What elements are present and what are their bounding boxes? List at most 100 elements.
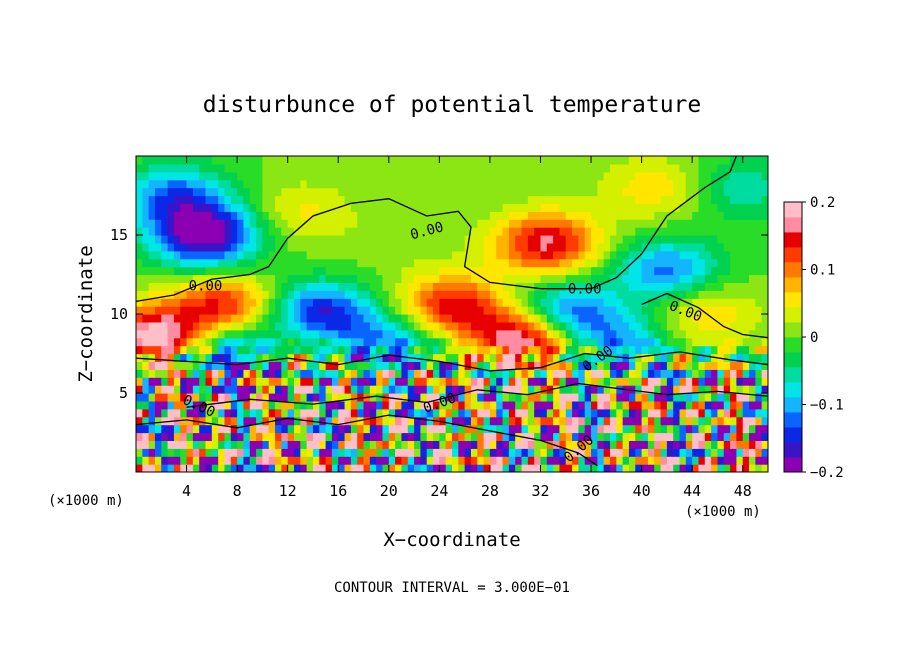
field-cell: [565, 282, 573, 291]
field-cell: [641, 400, 649, 410]
field-cell: [363, 227, 371, 236]
field-cell: [679, 187, 687, 197]
field-cell: [376, 227, 384, 236]
field-cell: [287, 203, 295, 212]
field-cell: [414, 211, 421, 220]
field-cell: [527, 282, 535, 291]
field-cell: [711, 456, 719, 465]
field-cell: [173, 171, 181, 181]
field-cell: [192, 274, 200, 283]
field-cell: [572, 306, 579, 315]
field-cell: [287, 266, 295, 276]
field-cell: [262, 219, 270, 228]
field-cell: [711, 282, 719, 291]
field-cell: [527, 179, 535, 189]
field-cell: [142, 266, 150, 276]
field-cell: [749, 242, 756, 252]
field-cell: [540, 156, 548, 165]
field-cell: [635, 369, 643, 378]
field-cell: [527, 211, 535, 220]
field-cell: [578, 345, 586, 355]
field-cell: [294, 250, 301, 260]
field-cell: [382, 171, 390, 181]
field-cell: [534, 377, 542, 386]
field-cell: [205, 400, 213, 410]
field-cell: [635, 227, 643, 236]
field-cell: [249, 171, 257, 181]
field-cell: [294, 377, 301, 386]
field-cell: [275, 211, 282, 220]
field-cell: [199, 242, 207, 252]
field-cell: [749, 274, 756, 283]
field-cell: [426, 353, 434, 362]
field-cell: [136, 432, 143, 441]
field-cell: [256, 179, 263, 189]
field-cell: [578, 408, 586, 418]
field-cell: [294, 464, 301, 472]
field-cell: [515, 448, 523, 457]
field-cell: [742, 353, 750, 362]
field-cell: [382, 274, 390, 283]
field-cell: [654, 456, 662, 465]
field-cell: [717, 393, 725, 402]
field-cell: [414, 306, 421, 315]
field-cell: [546, 282, 554, 291]
field-cell: [439, 314, 447, 323]
field-cell: [483, 242, 491, 252]
field-cell: [730, 235, 737, 244]
field-cell: [237, 227, 245, 236]
field-cell: [281, 227, 289, 236]
field-cell: [610, 314, 617, 323]
field-cell: [730, 203, 737, 212]
field-cell: [673, 361, 681, 370]
field-cell: [628, 274, 636, 283]
field-cell: [742, 345, 750, 355]
field-cell: [256, 235, 263, 244]
field-cell: [344, 171, 352, 181]
field-cell: [275, 440, 282, 449]
field-cell: [407, 290, 415, 299]
field-cell: [502, 337, 510, 347]
field-cell: [230, 424, 238, 434]
field-cell: [647, 424, 655, 434]
field-cell: [730, 179, 737, 189]
field-cell: [470, 274, 478, 283]
field-cell: [331, 266, 339, 276]
field-cell: [388, 203, 396, 212]
field-cell: [755, 416, 763, 426]
field-cell: [502, 298, 510, 307]
field-cell: [281, 337, 289, 347]
field-cell: [666, 321, 674, 331]
field-cell: [173, 227, 181, 236]
field-cell: [395, 464, 403, 472]
field-cell: [641, 369, 649, 378]
field-cell: [154, 361, 162, 370]
field-cell: [376, 298, 384, 307]
field-cell: [578, 266, 586, 276]
field-cell: [205, 440, 213, 449]
field-cell: [300, 337, 308, 347]
field-cell: [357, 156, 365, 165]
field-cell: [584, 290, 592, 299]
field-cell: [249, 353, 257, 362]
field-cell: [281, 448, 289, 457]
field-cell: [167, 171, 175, 181]
field-cell: [325, 163, 333, 173]
field-cell: [237, 314, 245, 323]
field-cell: [603, 258, 611, 268]
field-cell: [325, 171, 333, 181]
field-cell: [458, 242, 466, 252]
field-cell: [230, 432, 238, 441]
field-cell: [319, 321, 327, 331]
field-cell: [344, 298, 352, 307]
field-cell: [331, 464, 339, 472]
field-cell: [723, 337, 731, 347]
field-cell: [312, 163, 320, 173]
field-cell: [275, 337, 282, 347]
field-cell: [249, 242, 257, 252]
field-cell: [540, 400, 548, 410]
field-cell: [508, 377, 516, 386]
field-cell: [148, 321, 156, 331]
field-cell: [357, 163, 365, 173]
field-cell: [357, 464, 365, 472]
